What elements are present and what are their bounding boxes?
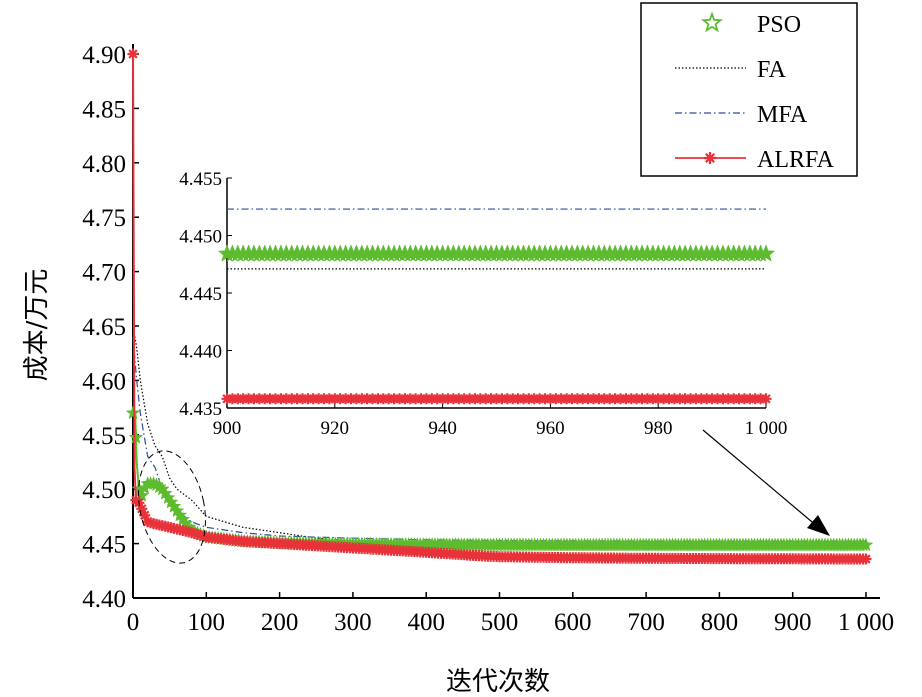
y-tick-label: 4.90 bbox=[82, 42, 126, 69]
inset-x-tick-label: 980 bbox=[644, 418, 673, 439]
inset-x-tick-label: 920 bbox=[321, 418, 350, 439]
legend-label-pso: PSO bbox=[757, 12, 801, 38]
zoom-arrow-line bbox=[702, 429, 819, 528]
inset-x-tick-label: 900 bbox=[213, 418, 242, 439]
y-tick-label: 4.65 bbox=[82, 314, 126, 341]
alrfa-marker bbox=[127, 48, 139, 60]
x-tick-label: 200 bbox=[261, 609, 299, 636]
y-tick-label: 4.75 bbox=[82, 205, 126, 232]
series-line-mfa bbox=[132, 336, 866, 542]
inset-alrfa-marker bbox=[760, 393, 772, 405]
inset-y-tick-label: 4.445 bbox=[179, 284, 222, 305]
inset-x-tick-label: 940 bbox=[428, 418, 457, 439]
pso-marker bbox=[125, 405, 141, 420]
x-axis-label: 迭代次数 bbox=[446, 667, 550, 697]
alrfa-marker bbox=[860, 553, 872, 565]
x-tick-label: 300 bbox=[334, 609, 372, 636]
pso-marker bbox=[128, 429, 144, 444]
inset-x-tick-label: 960 bbox=[536, 418, 565, 439]
x-tick-label: 500 bbox=[481, 609, 519, 636]
y-tick-label: 4.70 bbox=[82, 260, 126, 287]
y-tick-label: 4.40 bbox=[82, 586, 126, 613]
legend-box bbox=[640, 2, 858, 177]
zoom-ellipse bbox=[138, 450, 206, 564]
main-plot: 0 100 200 300 400 500 600 700 800 900 1 000 4.40 4.4… bbox=[82, 42, 894, 636]
y-tick-label: 4.80 bbox=[82, 151, 126, 178]
x-tick-label: 600 bbox=[554, 609, 592, 636]
x-tick-label: 1 000 bbox=[838, 609, 894, 636]
zoom-arrow-head bbox=[807, 515, 830, 536]
legend-label-alrfa: ALRFA bbox=[757, 147, 835, 173]
legend-marker-pso bbox=[700, 11, 724, 33]
y-axis-label: 成本/万元 bbox=[22, 269, 52, 382]
legend: PSO FA MFA ALRFA bbox=[640, 2, 858, 177]
y-tick-label: 4.50 bbox=[82, 477, 126, 504]
x-tick-label: 800 bbox=[701, 609, 739, 636]
x-tick-label: 100 bbox=[188, 609, 226, 636]
inset-y-tick-label: 4.435 bbox=[179, 399, 222, 420]
y-tick-label: 4.55 bbox=[82, 423, 126, 450]
inset-pso-marker bbox=[756, 244, 776, 262]
inset-y-tick-label: 4.450 bbox=[179, 227, 222, 248]
zoom-annotation bbox=[138, 429, 830, 564]
inset-background bbox=[227, 178, 766, 408]
legend-label-fa: FA bbox=[757, 57, 787, 83]
inset-x-tick-label: 1 000 bbox=[745, 418, 788, 439]
x-tick-label: 700 bbox=[627, 609, 665, 636]
x-tick-label: 400 bbox=[407, 609, 445, 636]
alrfa-marker bbox=[136, 503, 148, 515]
legend-marker-alrfa bbox=[704, 152, 716, 164]
y-tick-label: 4.85 bbox=[82, 96, 126, 123]
legend-label-mfa: MFA bbox=[757, 102, 808, 128]
inset-y-tick-label: 4.455 bbox=[179, 169, 222, 190]
pso-marker bbox=[858, 537, 874, 552]
alrfa-marker bbox=[139, 509, 151, 521]
y-tick-label: 4.45 bbox=[82, 532, 126, 559]
inset-plot: 900 920 940 960 980 1 000 4.435 4.440 4.445 4.450… bbox=[179, 169, 787, 439]
inset-y-tick-label: 4.440 bbox=[179, 342, 222, 363]
y-tick-label: 4.60 bbox=[82, 368, 126, 395]
x-tick-label: 900 bbox=[774, 609, 812, 636]
x-tick-label: 0 bbox=[127, 609, 140, 636]
